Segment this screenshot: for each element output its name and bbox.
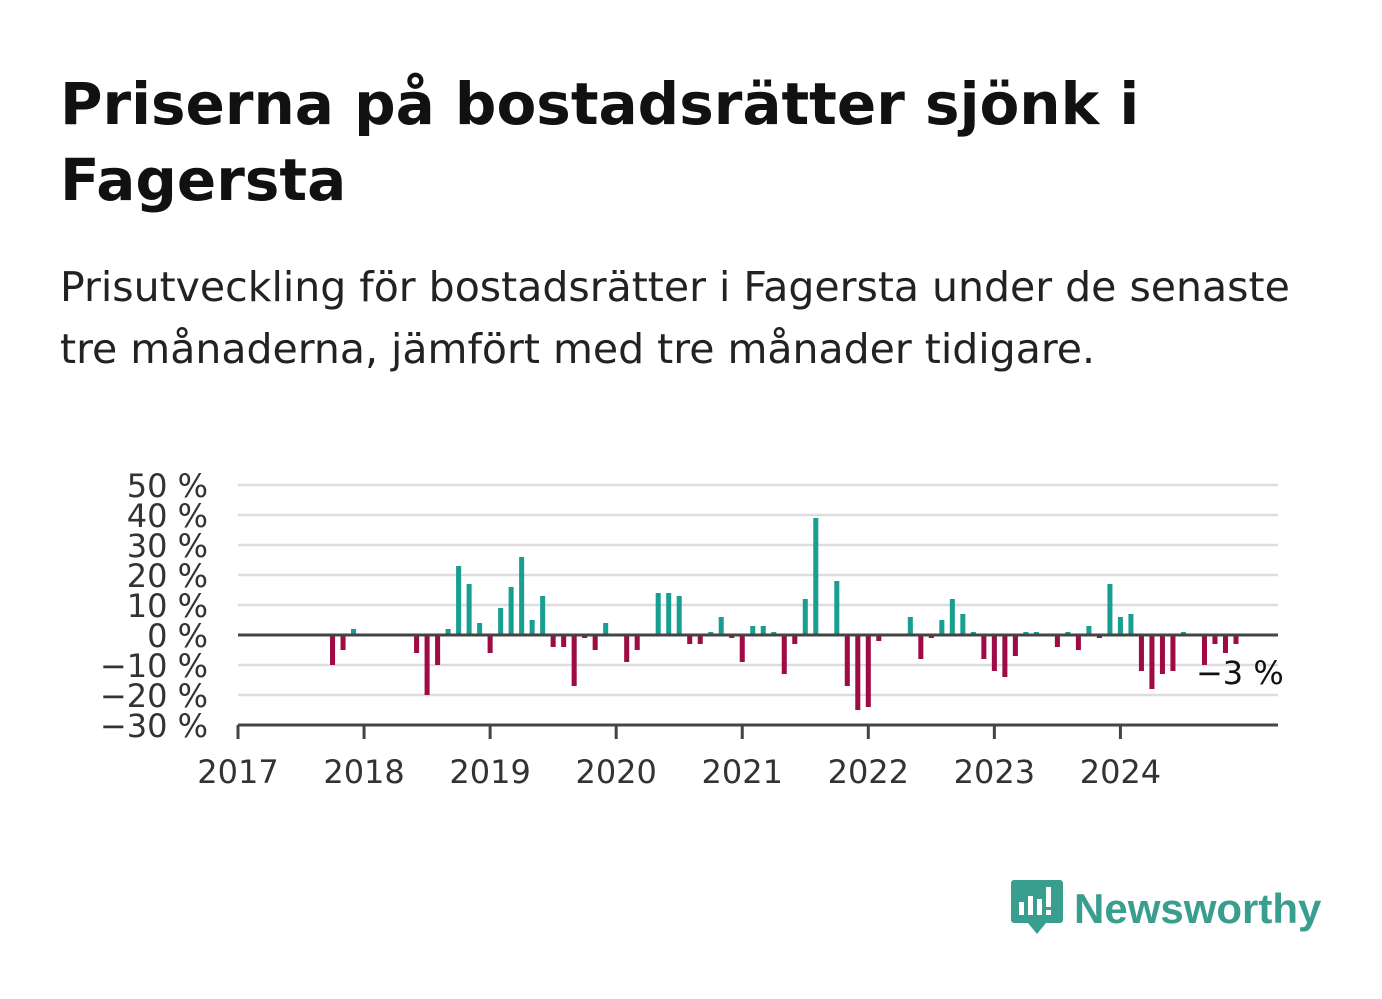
bar xyxy=(750,626,756,635)
bar xyxy=(655,593,661,635)
bar xyxy=(456,566,462,635)
bar xyxy=(918,635,924,659)
y-tick-label: 40 % xyxy=(127,497,208,535)
bar xyxy=(330,635,336,665)
y-tick-label: 20 % xyxy=(127,557,208,595)
bars xyxy=(330,518,1239,710)
bar xyxy=(865,635,871,707)
newsworthy-logo-icon xyxy=(1011,880,1063,934)
y-tick-label: 10 % xyxy=(127,587,208,625)
bar xyxy=(603,623,609,635)
x-tick-label: 2018 xyxy=(323,753,404,791)
bar xyxy=(718,617,724,635)
bar xyxy=(760,626,766,635)
bar xyxy=(1222,635,1228,653)
bar xyxy=(939,620,945,635)
bar xyxy=(907,617,913,635)
bar xyxy=(1159,635,1165,674)
bar xyxy=(739,635,745,662)
bar xyxy=(844,635,850,686)
bar xyxy=(1107,584,1113,635)
bar xyxy=(876,635,882,641)
bar xyxy=(666,593,672,635)
brand-name: Newsworthy xyxy=(1074,885,1322,932)
y-tick-label: 30 % xyxy=(127,527,208,565)
y-tick-label: 0 % xyxy=(147,617,208,655)
x-tick-label: 2017 xyxy=(197,753,278,791)
bar xyxy=(445,629,451,635)
bar xyxy=(487,635,493,653)
bar xyxy=(834,581,840,635)
bar xyxy=(592,635,598,650)
bar xyxy=(508,587,514,635)
bar xyxy=(561,635,567,647)
axes xyxy=(236,633,1278,739)
y-tick-label: −30 % xyxy=(100,707,208,745)
last-value-annotation: −3 % xyxy=(1196,654,1284,692)
x-tick-label: 2022 xyxy=(828,753,909,791)
bar xyxy=(634,635,640,650)
bar xyxy=(351,629,357,635)
bar xyxy=(1002,635,1008,677)
bar xyxy=(1128,614,1134,635)
chart-title: Priserna på bostadsrätter sjönk i Fagers… xyxy=(60,70,1140,214)
bar xyxy=(1170,635,1176,671)
grid-lines xyxy=(238,483,1278,697)
x-tick-label: 2023 xyxy=(954,753,1035,791)
bar xyxy=(477,623,483,635)
bar xyxy=(1233,635,1239,644)
bar xyxy=(991,635,997,671)
bar xyxy=(687,635,693,644)
bar xyxy=(960,614,966,635)
bar xyxy=(697,635,703,644)
x-tick-label: 2021 xyxy=(702,753,783,791)
bar xyxy=(435,635,441,665)
x-tick-label: 2019 xyxy=(449,753,530,791)
bar xyxy=(1138,635,1144,671)
bar xyxy=(981,635,987,659)
bar xyxy=(340,635,346,650)
bar xyxy=(792,635,798,644)
bar xyxy=(529,620,535,635)
bar xyxy=(1054,635,1060,647)
bar xyxy=(519,557,525,635)
x-tick-label: 2024 xyxy=(1080,753,1161,791)
y-tick-label: −10 % xyxy=(100,647,208,685)
bar xyxy=(949,599,955,635)
bar-chart: 50 %40 %30 %20 %10 %0 %−10 %−20 %−30 % 20… xyxy=(100,467,1284,791)
bar xyxy=(813,518,819,635)
bar xyxy=(1086,626,1092,635)
bar xyxy=(1012,635,1018,656)
x-tick-label: 2020 xyxy=(575,753,656,791)
chart-subtitle: Prisutveckling för bostadsrätter i Fager… xyxy=(60,263,1290,373)
bar xyxy=(414,635,420,653)
bar xyxy=(498,608,504,635)
y-tick-label: 50 % xyxy=(127,467,208,505)
bar xyxy=(540,596,546,635)
bar xyxy=(466,584,472,635)
bar xyxy=(1201,635,1207,665)
bar xyxy=(424,635,430,695)
bar xyxy=(1212,635,1218,644)
tick-labels: 50 %40 %30 %20 %10 %0 %−10 %−20 %−30 % 20… xyxy=(100,467,1284,791)
bar xyxy=(676,596,682,635)
bar xyxy=(550,635,556,647)
bar xyxy=(802,599,808,635)
bar xyxy=(781,635,787,674)
bar xyxy=(571,635,577,686)
y-tick-label: −20 % xyxy=(100,677,208,715)
newsworthy-logo: Newsworthy xyxy=(1010,878,1321,940)
bar xyxy=(1149,635,1155,689)
bar xyxy=(1117,617,1123,635)
bar xyxy=(624,635,630,662)
bar xyxy=(855,635,861,710)
bar xyxy=(1075,635,1081,650)
